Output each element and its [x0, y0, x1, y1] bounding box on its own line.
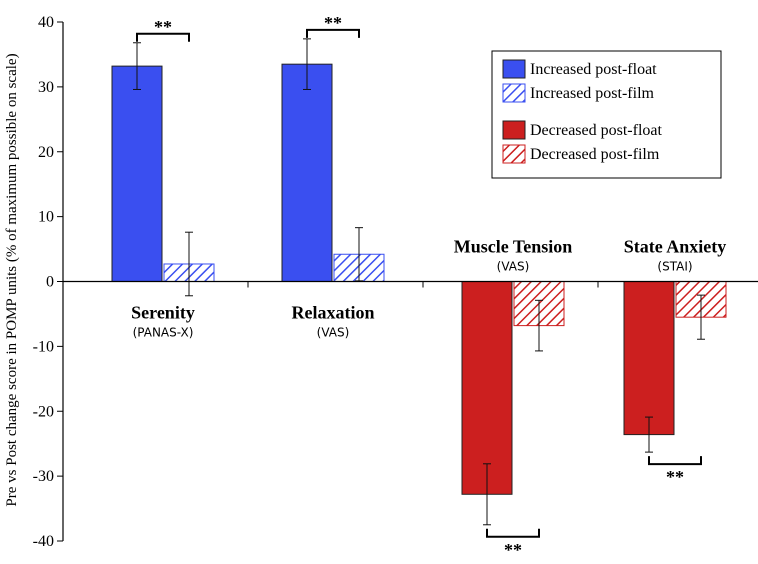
category-subtitle: (PANAS-X) [133, 326, 194, 340]
significance-label: ** [154, 17, 172, 37]
legend-label: Increased post-film [530, 85, 655, 102]
category-name: Muscle Tension [454, 237, 573, 257]
y-axis-label: Pre vs Post change score in POMP units (… [4, 53, 20, 506]
bar-post-float-4 [623, 281, 675, 436]
legend-swatch [502, 59, 526, 79]
y-tick-label: 40 [38, 14, 54, 31]
bar-post-float-1 [111, 65, 163, 282]
legend: Increased post-float Increased post-film D… [491, 50, 722, 179]
significance-label: ** [324, 13, 342, 33]
zero-axis [63, 280, 758, 288]
category-name: State Anxiety [624, 237, 727, 257]
y-tick-label: 20 [38, 144, 54, 161]
significance-bracket [648, 456, 702, 466]
significance-bracket [486, 528, 540, 538]
y-axis: 40 30 20 10 0 -10 -20 -30 -40 [33, 14, 64, 550]
category-subtitle: (VAS) [317, 326, 350, 340]
significance-label: ** [504, 540, 522, 560]
significance-bracket [306, 28, 360, 38]
legend-box [491, 50, 722, 179]
category-name: Relaxation [292, 303, 375, 323]
legend-swatch [502, 144, 526, 164]
significance-label: ** [666, 467, 684, 487]
category-labels: Serenity (PANAS-X) Relaxation (VAS) Muscle T… [131, 237, 726, 340]
category-name: Serenity [131, 303, 195, 323]
y-tick-label: -10 [33, 338, 54, 355]
y-tick-label: -40 [33, 533, 54, 550]
y-tick-label: 30 [38, 79, 54, 96]
y-tick-label: -30 [33, 468, 54, 485]
error-bars [133, 38, 705, 526]
bar-post-float-3 [461, 281, 513, 495]
significance-bracket [136, 32, 190, 42]
category-subtitle: (STAI) [657, 260, 692, 274]
category-subtitle: (VAS) [497, 260, 530, 274]
legend-label: Decreased post-film [530, 146, 660, 163]
significance-markers: ** ** ** ** [136, 13, 702, 560]
legend-swatch [502, 83, 526, 103]
y-tick-label: 0 [46, 274, 54, 291]
y-tick-label: -20 [33, 403, 54, 420]
y-tick-label: 10 [38, 209, 54, 226]
bar-post-float-2 [281, 63, 333, 282]
legend-swatch [502, 120, 526, 140]
legend-label: Decreased post-float [530, 122, 662, 139]
legend-label: Increased post-float [530, 61, 657, 78]
